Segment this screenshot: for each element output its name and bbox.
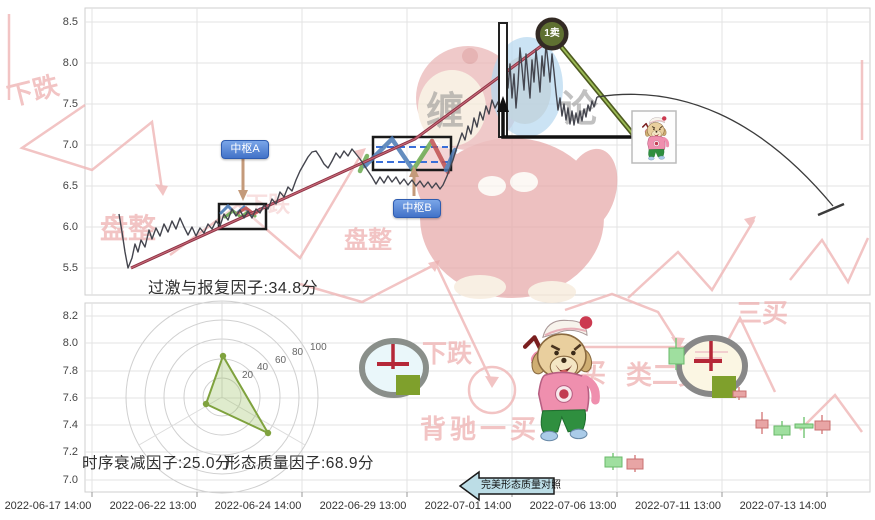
- bottom-y-tick: 8.2: [46, 309, 78, 323]
- bottom-y-tick: 8.0: [46, 336, 78, 350]
- watermark-down-c: 下跌: [422, 340, 472, 368]
- x-axis-label: 2022-06-22 13:00: [93, 499, 213, 513]
- top-y-tick: 7.5: [46, 97, 78, 111]
- x-axis-ticks: [92, 492, 827, 497]
- radar-tick-label: 20: [242, 370, 253, 381]
- chart-canvas: 下跌 盘整 下跌 盘整 下跌 背驰一买 三买 买 类二买 缠 论: [0, 0, 875, 520]
- bottom-y-tick: 7.2: [46, 445, 78, 459]
- pivot-b-label: 中枢B: [393, 199, 441, 218]
- x-axis-label: 2022-07-11 13:00: [618, 499, 738, 513]
- watermark-divergence-buy: 背驰一买: [420, 414, 540, 444]
- x-axis-label: 2022-06-17 14:00: [0, 499, 108, 513]
- x-axis-label: 2022-06-24 14:00: [198, 499, 318, 513]
- sell1-badge: 1卖: [537, 19, 567, 49]
- magnifier-marker-left: [362, 341, 426, 395]
- pivot-a-label: 中枢A: [221, 140, 269, 159]
- watermark-chan-right: 论: [560, 89, 599, 131]
- bottom-y-tick: 7.4: [46, 418, 78, 432]
- bottom-y-tick: 7.0: [46, 473, 78, 487]
- x-axis-label: 2022-06-29 13:00: [303, 499, 423, 513]
- x-axis-label: 2022-07-01 14:00: [408, 499, 528, 513]
- quality-factor-text: 形态质量因子:68.9分: [225, 451, 374, 473]
- radar-tick-label: 60: [275, 355, 286, 366]
- radar-tick-label: 40: [257, 362, 268, 373]
- small-dog-frame: [632, 111, 676, 163]
- chan-analysis-chart: 下跌 盘整 下跌 盘整 下跌 背驰一买 三买 买 类二买 缠 论: [0, 0, 875, 520]
- top-y-tick: 6.5: [46, 179, 78, 193]
- top-y-tick: 8.5: [46, 15, 78, 29]
- bottom-y-tick: 7.8: [46, 364, 78, 378]
- bottom-y-tick: 7.6: [46, 391, 78, 405]
- magnifier-marker-right: [679, 338, 745, 398]
- decay-factor-text: 时序衰减因子:25.0分: [82, 451, 231, 473]
- watermark-flat-a: 盘整: [100, 212, 156, 244]
- top-y-tick: 6.0: [46, 220, 78, 234]
- radar-tick-label: 100: [310, 342, 327, 353]
- x-axis-label: 2022-07-06 13:00: [513, 499, 633, 513]
- perfect-compare-label: 完美形态质量对照: [481, 479, 553, 492]
- x-axis-label: 2022-07-13 14:00: [723, 499, 843, 513]
- overshoot-factor-text: 过激与报复因子:34.8分: [148, 274, 318, 298]
- top-y-tick: 8.0: [46, 56, 78, 70]
- top-y-tick: 5.5: [46, 261, 78, 275]
- watermark-buy3: 三买: [736, 298, 788, 328]
- radar-tick-label: 80: [292, 347, 303, 358]
- top-y-tick: 7.0: [46, 138, 78, 152]
- watermark-flat-b: 盘整: [344, 226, 392, 254]
